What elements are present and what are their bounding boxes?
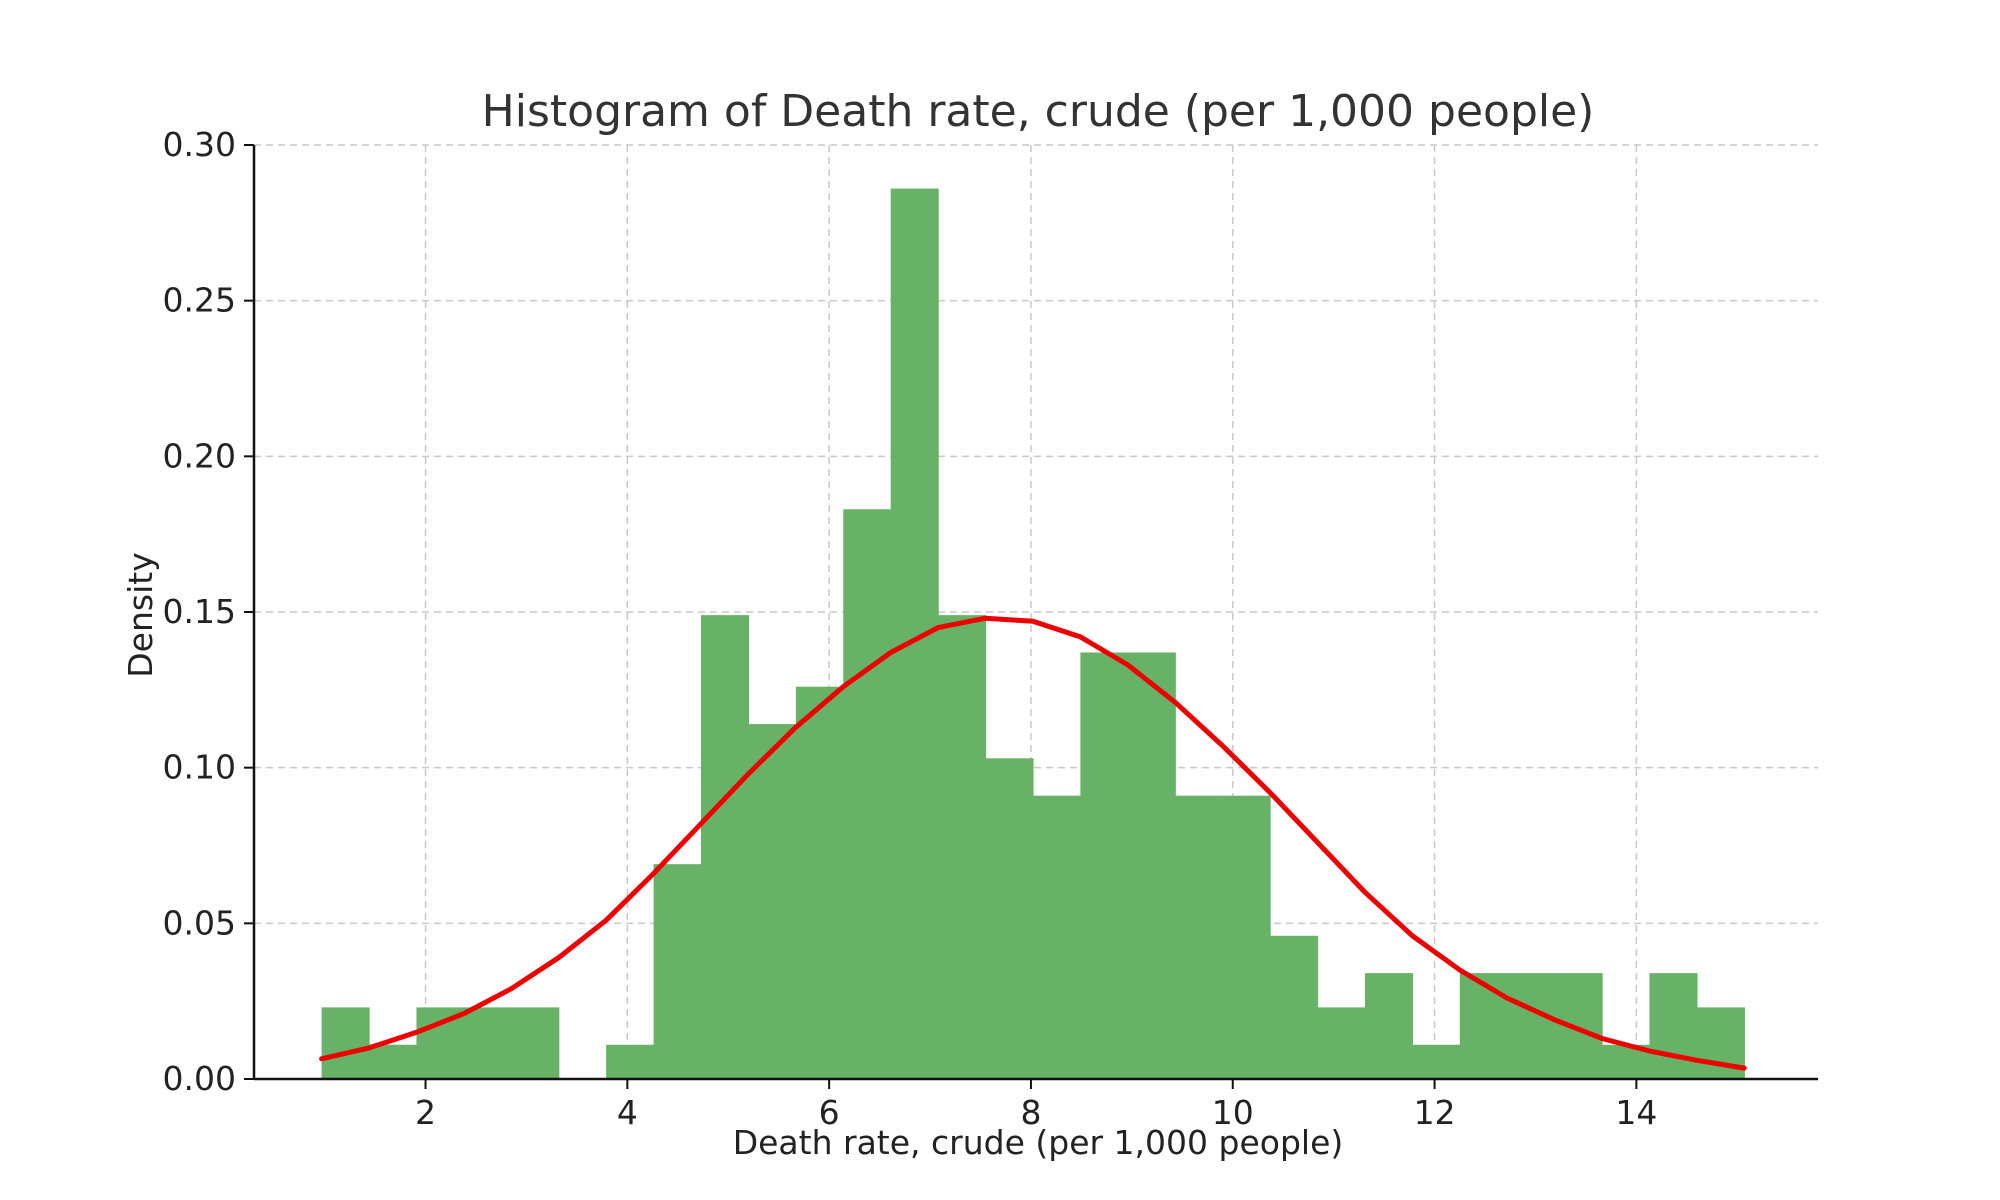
histogram-bar: [1317, 1007, 1366, 1079]
tick-labels: 2 4 6 8 10 12 14 0.00 0.05 0.10 0.15 0.20 0.25 0.30: [163, 125, 1658, 1132]
histogram-bar: [1175, 795, 1224, 1079]
histogram-bar: [843, 509, 892, 1079]
histogram-bar: [1649, 973, 1698, 1079]
histogram-bar: [1080, 652, 1129, 1079]
histogram-bar: [795, 686, 844, 1079]
x-tick-label: 8: [1020, 1093, 1041, 1132]
x-tick-label: 6: [819, 1093, 840, 1132]
histogram-bar: [463, 1007, 512, 1079]
histogram-bar: [938, 615, 987, 1079]
histogram-bar: [1270, 935, 1319, 1079]
x-axis-label: Death rate, crude (per 1,000 people): [733, 1123, 1344, 1162]
histogram-bar: [1032, 795, 1081, 1079]
histogram-bar: [653, 864, 702, 1079]
histogram-bar: [511, 1007, 560, 1079]
x-tick-label: 4: [617, 1093, 638, 1132]
y-tick-label: 0.00: [163, 1059, 236, 1098]
density-curve: [319, 615, 1747, 1071]
histogram-bar: [416, 1007, 465, 1079]
y-tick-label: 0.15: [163, 592, 236, 631]
histogram-bar: [1459, 973, 1508, 1079]
histogram-bar: [321, 1007, 370, 1079]
histogram-bars: [321, 188, 1745, 1079]
histogram-bar: [1364, 973, 1413, 1079]
x-tick-label: 10: [1212, 1093, 1254, 1132]
x-tick-label: 2: [415, 1093, 436, 1132]
x-tick-label: 12: [1414, 1093, 1456, 1132]
y-tick-label: 0.25: [163, 281, 236, 320]
y-tick-label: 0.30: [163, 125, 236, 164]
histogram-bar: [1127, 652, 1176, 1079]
x-tick-label: 14: [1615, 1093, 1657, 1132]
density-curve-layer: [319, 615, 1747, 1071]
histogram-bar: [1507, 973, 1556, 1079]
histogram-bar: [748, 724, 797, 1079]
histogram-bar: [369, 1044, 418, 1079]
histogram-bar: [1554, 973, 1603, 1079]
chart-title: Histogram of Death rate, crude (per 1,00…: [482, 86, 1595, 137]
y-tick-label: 0.05: [163, 903, 236, 942]
histogram-bar: [985, 758, 1034, 1079]
histogram-bar: [606, 1044, 655, 1079]
histogram-bar: [1412, 1044, 1461, 1079]
y-tick-label: 0.20: [163, 436, 236, 475]
histogram-bar: [701, 615, 750, 1079]
y-axis-label: Density: [121, 552, 160, 677]
histogram-bar: [1222, 795, 1271, 1079]
y-tick-label: 0.10: [163, 748, 236, 787]
